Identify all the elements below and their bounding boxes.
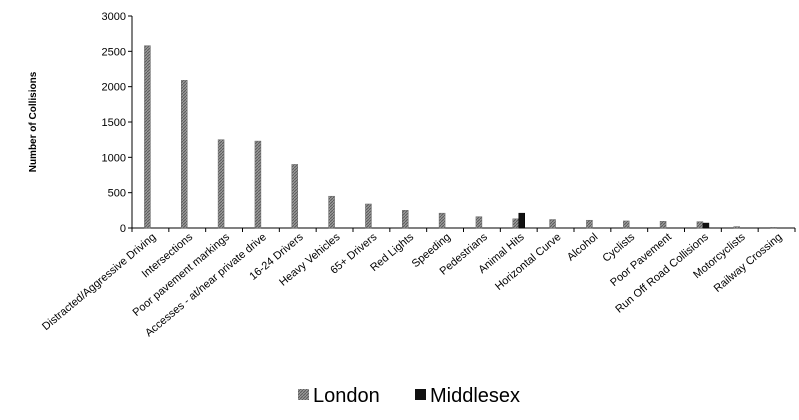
bar-london-5	[328, 195, 335, 229]
category-label-11: Horizontal Curve	[493, 231, 563, 293]
bar-london-13	[623, 220, 630, 229]
bar-london-16	[733, 226, 740, 229]
bar-london-12	[586, 219, 593, 229]
bar-london-2	[217, 139, 225, 229]
y-tick-label-2: 1000	[102, 152, 126, 164]
legend-swatch-london	[298, 389, 309, 400]
category-label-17: Railway Crossing	[712, 231, 785, 295]
bar-london-7	[402, 210, 409, 229]
bar-london-1	[181, 80, 188, 229]
category-label-12: Alcohol	[565, 231, 600, 263]
y-tick-label-1: 500	[108, 188, 126, 200]
bar-middlesex-15	[702, 222, 710, 229]
category-label-0: Distracted/Aggressive Driving	[40, 231, 158, 333]
y-axis-title: Number of Collisions	[28, 71, 39, 172]
bar-london-17	[770, 227, 777, 229]
bar-london-3	[254, 140, 262, 229]
bar-london-6	[365, 203, 372, 229]
legend-label-middlesex: Middlesex	[430, 385, 520, 407]
bar-london-10	[512, 218, 519, 229]
y-tick-label-6: 3000	[102, 11, 126, 23]
bar-london-11	[549, 219, 556, 229]
bar-middlesex-10	[518, 212, 525, 229]
y-tick-label-5: 2500	[102, 46, 126, 58]
y-tick-label-0: 0	[120, 223, 126, 235]
y-tick-label-3: 1500	[102, 117, 126, 129]
bar-london-8	[438, 212, 446, 229]
y-tick-label-4: 2000	[102, 82, 126, 94]
bar-london-14	[659, 221, 667, 229]
bar-london-9	[475, 216, 483, 229]
bar-london-4	[291, 164, 298, 229]
bar-london-0	[144, 45, 151, 229]
bar-london-15	[696, 221, 704, 229]
legend-label-london: London	[313, 385, 380, 407]
legend-swatch-middlesex	[415, 389, 426, 400]
